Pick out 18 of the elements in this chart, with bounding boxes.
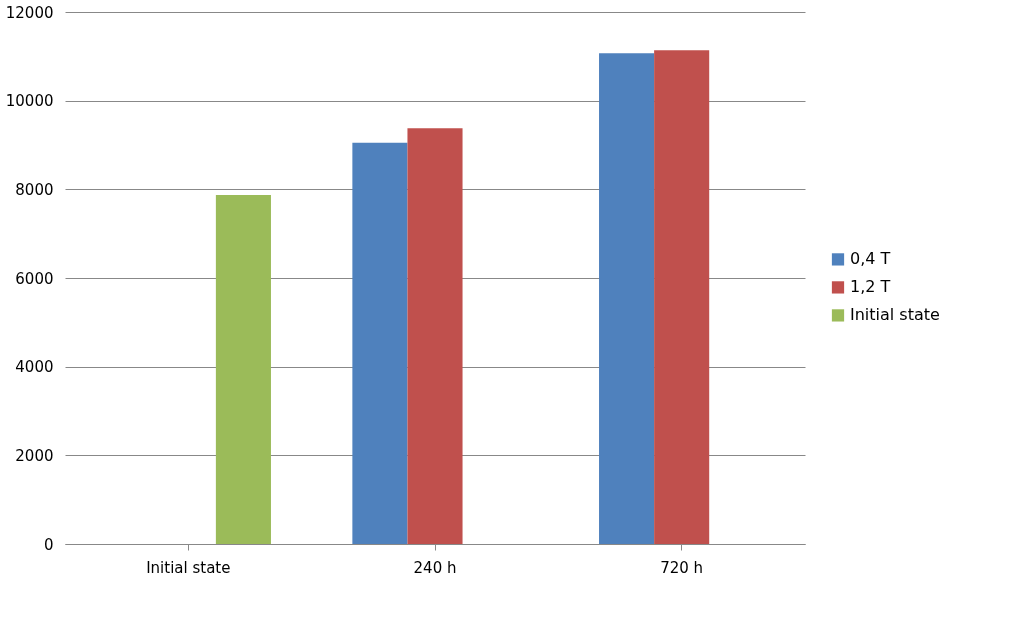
y-tick-label: 4000 <box>15 358 54 377</box>
bar <box>352 142 408 544</box>
y-tick-label: 0 <box>43 535 54 554</box>
y-tick-label: 12000 <box>5 3 54 22</box>
y-tick-label: 10000 <box>5 92 54 111</box>
legend-label: 0,4 T <box>850 249 891 269</box>
bar <box>407 128 463 544</box>
x-tick-label: 240 h <box>413 558 457 577</box>
bar <box>215 195 271 544</box>
legend-label: Initial state <box>850 305 940 325</box>
x-tick-label: 720 h <box>660 558 704 577</box>
x-tick-label: Initial state <box>146 558 231 577</box>
bar <box>654 50 710 544</box>
legend-label: 1,2 T <box>850 277 891 297</box>
y-tick-label: 2000 <box>15 446 54 465</box>
y-tick-label: 8000 <box>15 180 54 199</box>
y-tick-label: 6000 <box>15 269 54 288</box>
bar <box>599 53 655 544</box>
